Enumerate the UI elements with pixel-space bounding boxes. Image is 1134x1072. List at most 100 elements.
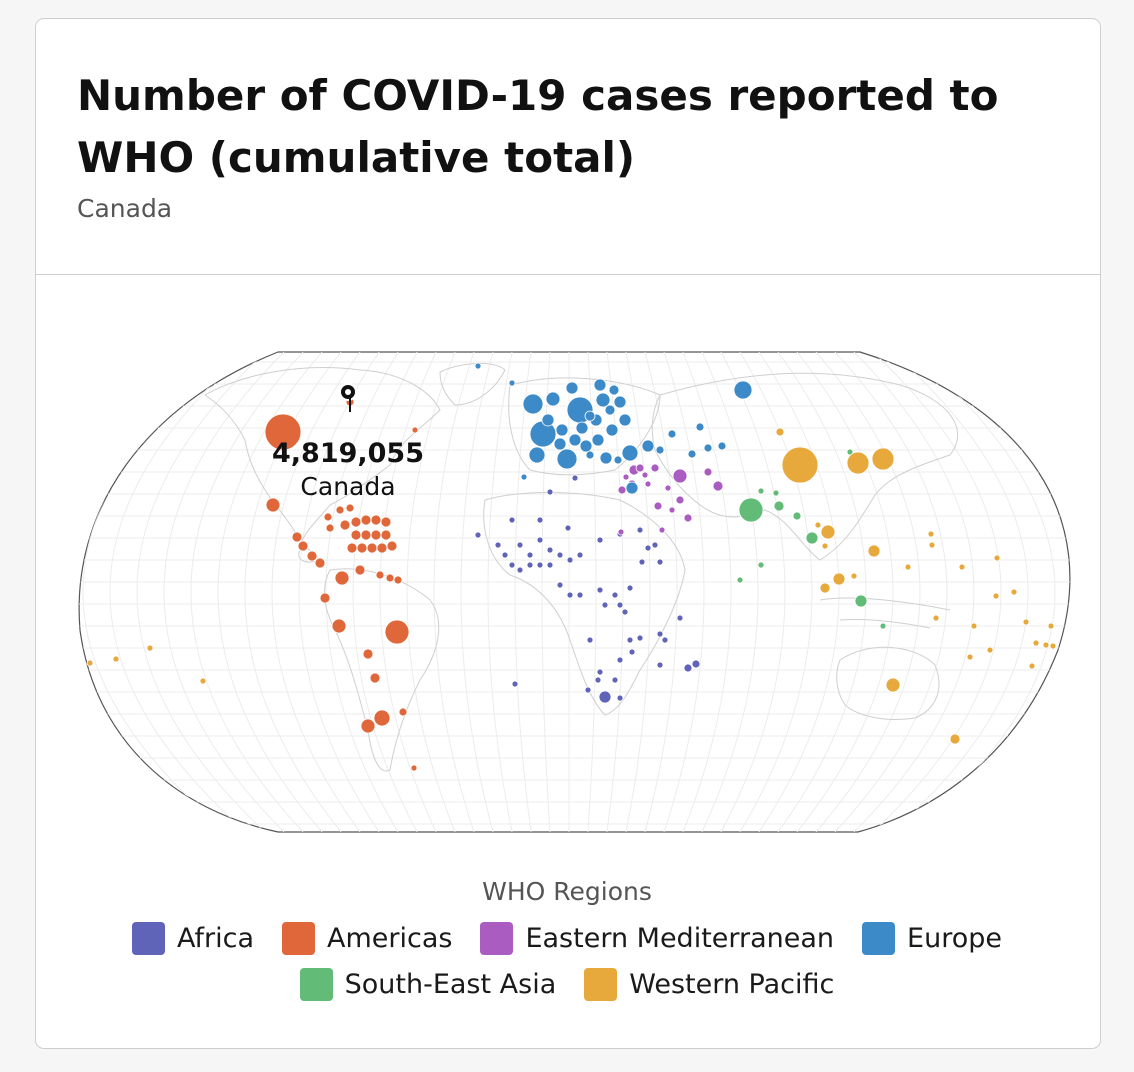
country-bubble-eastern-mediterranean[interactable] xyxy=(703,467,713,477)
country-bubble-eastern-mediterranean[interactable] xyxy=(675,495,685,505)
country-bubble-western-pacific[interactable] xyxy=(846,451,870,475)
country-bubble-africa[interactable] xyxy=(526,561,534,569)
country-bubble-western-pacific[interactable] xyxy=(1022,618,1030,626)
country-bubble-africa[interactable] xyxy=(594,676,602,684)
country-bubble-africa[interactable] xyxy=(683,663,693,673)
country-bubble-eastern-mediterranean[interactable] xyxy=(658,526,666,534)
country-bubble-africa[interactable] xyxy=(626,584,634,592)
country-bubble-europe[interactable] xyxy=(733,380,753,400)
country-bubble-americas[interactable] xyxy=(376,542,388,554)
country-bubble-americas[interactable] xyxy=(373,709,391,727)
country-bubble-western-pacific[interactable] xyxy=(993,554,1001,562)
country-bubble-eastern-mediterranean[interactable] xyxy=(622,473,630,481)
country-bubble-africa[interactable] xyxy=(644,544,652,552)
country-bubble-western-pacific[interactable] xyxy=(775,427,785,437)
country-bubble-south-east-asia[interactable] xyxy=(736,576,744,584)
country-bubble-africa[interactable] xyxy=(626,636,634,644)
country-bubble-western-pacific[interactable] xyxy=(986,646,994,654)
country-bubble-africa[interactable] xyxy=(656,661,664,669)
country-bubble-africa[interactable] xyxy=(584,686,592,694)
country-bubble-eastern-mediterranean[interactable] xyxy=(635,463,645,473)
country-bubble-americas[interactable] xyxy=(398,707,408,717)
country-bubble-africa[interactable] xyxy=(616,694,624,702)
country-bubble-africa[interactable] xyxy=(628,648,636,656)
country-bubble-europe[interactable] xyxy=(621,444,639,462)
country-bubble-africa[interactable] xyxy=(494,541,502,549)
country-bubble-western-pacific[interactable] xyxy=(199,677,207,685)
country-bubble-eastern-mediterranean[interactable] xyxy=(683,513,693,523)
country-bubble-europe[interactable] xyxy=(593,378,607,392)
country-bubble-europe[interactable] xyxy=(568,433,582,447)
country-bubble-africa[interactable] xyxy=(616,656,624,664)
country-bubble-western-pacific[interactable] xyxy=(86,659,94,667)
country-bubble-europe[interactable] xyxy=(528,446,546,464)
country-bubble-western-pacific[interactable] xyxy=(850,572,858,580)
country-bubble-europe[interactable] xyxy=(584,410,596,422)
country-bubble-americas[interactable] xyxy=(366,542,378,554)
country-bubble-americas[interactable] xyxy=(370,514,382,526)
country-bubble-africa[interactable] xyxy=(651,541,659,549)
country-bubble-western-pacific[interactable] xyxy=(949,733,961,745)
country-bubble-europe[interactable] xyxy=(599,451,613,465)
country-bubble-western-pacific[interactable] xyxy=(781,446,819,484)
country-bubble-south-east-asia[interactable] xyxy=(773,500,785,512)
country-bubble-western-pacific[interactable] xyxy=(1047,622,1055,630)
country-bubble-europe[interactable] xyxy=(605,423,619,437)
country-bubble-americas[interactable] xyxy=(323,512,333,522)
country-bubble-western-pacific[interactable] xyxy=(819,582,831,594)
country-bubble-western-pacific[interactable] xyxy=(927,530,935,538)
country-bubble-americas[interactable] xyxy=(264,413,302,451)
country-bubble-europe[interactable] xyxy=(687,449,697,459)
country-bubble-africa[interactable] xyxy=(516,566,524,574)
country-bubble-americas[interactable] xyxy=(339,519,351,531)
country-bubble-africa[interactable] xyxy=(621,608,629,616)
country-bubble-africa[interactable] xyxy=(556,551,564,559)
country-bubble-africa[interactable] xyxy=(546,546,554,554)
country-bubble-africa[interactable] xyxy=(536,561,544,569)
country-bubble-americas[interactable] xyxy=(411,426,419,434)
country-bubble-africa[interactable] xyxy=(501,551,509,559)
legend-item-south-east-asia[interactable]: South-East Asia xyxy=(299,968,556,1001)
country-bubble-south-east-asia[interactable] xyxy=(772,489,780,497)
country-bubble-africa[interactable] xyxy=(596,668,604,676)
country-bubble-europe[interactable] xyxy=(520,473,528,481)
country-bubble-africa[interactable] xyxy=(596,536,604,544)
country-bubble-americas[interactable] xyxy=(354,564,366,576)
country-bubble-africa[interactable] xyxy=(601,601,609,609)
country-bubble-americas[interactable] xyxy=(306,550,318,562)
country-bubble-europe[interactable] xyxy=(625,481,639,495)
country-bubble-europe[interactable] xyxy=(556,448,578,470)
country-bubble-south-east-asia[interactable] xyxy=(854,594,868,608)
country-bubble-europe[interactable] xyxy=(585,450,595,460)
country-bubble-africa[interactable] xyxy=(516,541,524,549)
country-bubble-europe[interactable] xyxy=(579,439,593,453)
country-bubble-africa[interactable] xyxy=(636,526,644,534)
country-bubble-eastern-mediterranean[interactable] xyxy=(672,468,688,484)
country-bubble-americas[interactable] xyxy=(350,516,362,528)
country-bubble-americas[interactable] xyxy=(360,529,372,541)
country-bubble-south-east-asia[interactable] xyxy=(805,531,819,545)
country-bubble-americas[interactable] xyxy=(380,529,392,541)
country-bubble-americas[interactable] xyxy=(384,619,410,645)
country-bubble-eastern-mediterranean[interactable] xyxy=(641,471,649,479)
country-bubble-africa[interactable] xyxy=(636,634,644,642)
country-bubble-europe[interactable] xyxy=(595,392,611,408)
country-bubble-eastern-mediterranean[interactable] xyxy=(650,463,660,473)
country-bubble-africa[interactable] xyxy=(691,659,701,669)
country-bubble-americas[interactable] xyxy=(331,618,347,634)
country-bubble-europe[interactable] xyxy=(655,445,665,455)
country-bubble-americas[interactable] xyxy=(356,542,368,554)
country-bubble-western-pacific[interactable] xyxy=(871,447,895,471)
country-bubble-europe[interactable] xyxy=(613,455,623,465)
country-bubble-western-pacific[interactable] xyxy=(146,644,154,652)
country-bubble-africa[interactable] xyxy=(566,591,574,599)
country-bubble-africa[interactable] xyxy=(616,601,624,609)
country-bubble-africa[interactable] xyxy=(611,591,619,599)
country-bubble-africa[interactable] xyxy=(598,690,612,704)
country-bubble-western-pacific[interactable] xyxy=(904,563,912,571)
country-bubble-europe[interactable] xyxy=(613,395,627,409)
country-bubble-africa[interactable] xyxy=(656,630,664,638)
country-bubble-americas[interactable] xyxy=(319,592,331,604)
country-bubble-americas[interactable] xyxy=(325,523,335,533)
country-bubble-americas[interactable] xyxy=(369,672,381,684)
